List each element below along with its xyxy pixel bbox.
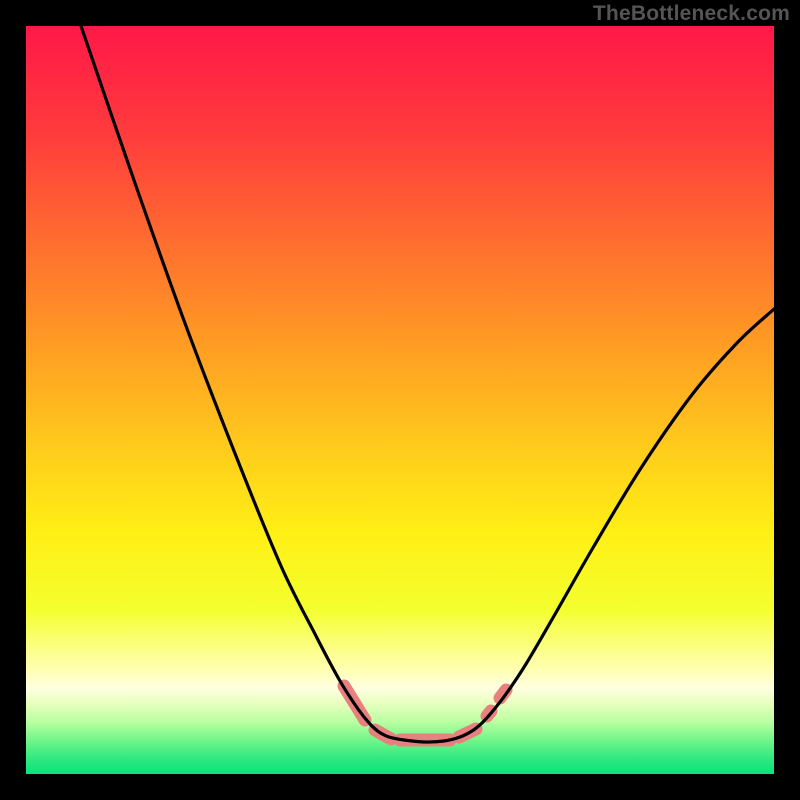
gradient-background [26, 26, 774, 774]
plot-area [26, 26, 774, 774]
chart-frame: TheBottleneck.com [0, 0, 800, 800]
chart-svg [26, 26, 774, 774]
watermark-text: TheBottleneck.com [593, 2, 790, 26]
